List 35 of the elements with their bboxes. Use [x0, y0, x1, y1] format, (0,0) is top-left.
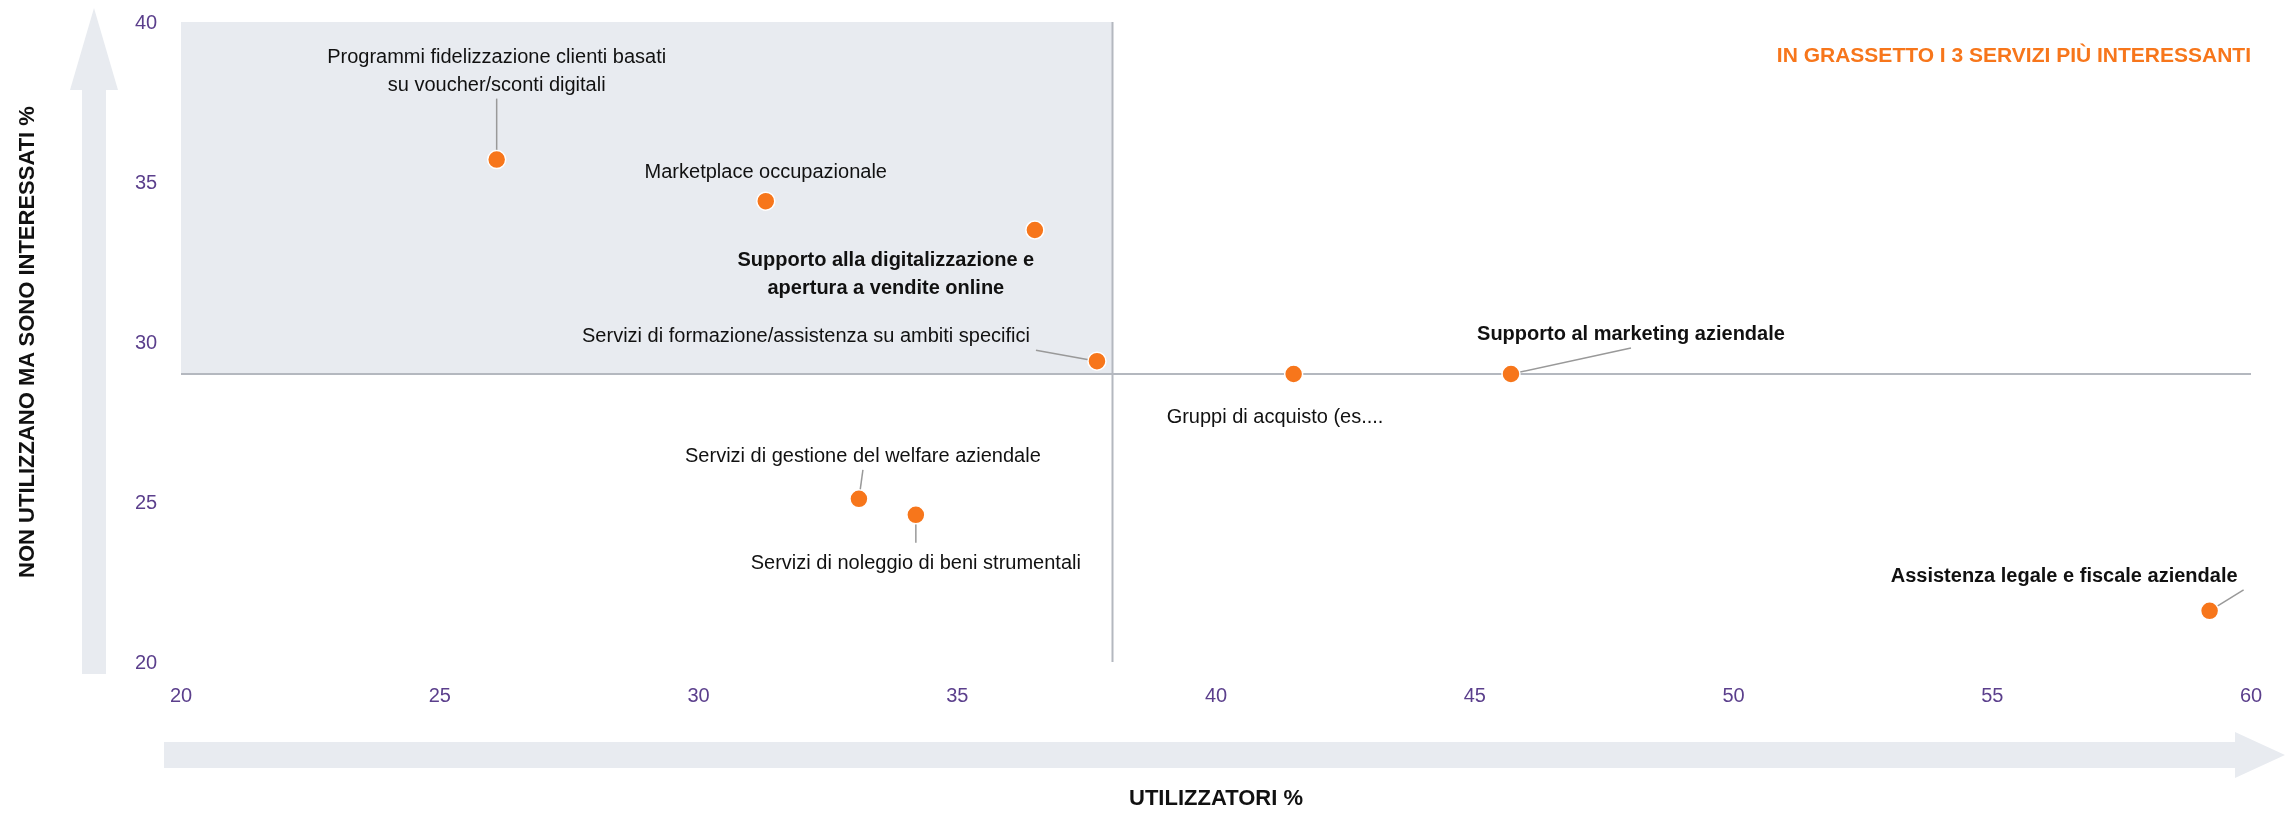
annotation: Gruppi di acquisto (es.... [1166, 405, 1384, 427]
y-axis-title: NON UTILIZZANO MA SONO INTERESSATI % [14, 106, 39, 578]
x-tick-label: 25 [428, 684, 451, 706]
annotation: Assistenza legale e fiscale aziendale [1890, 563, 2238, 586]
y-tick-label: 40 [134, 11, 158, 33]
x-tick-label: 40 [1204, 684, 1228, 706]
annotation: Servizi di gestione del welfare aziendale [685, 443, 1041, 466]
point [756, 191, 776, 211]
point [906, 505, 926, 525]
annotation: Servizi di noleggio di beni strumentali [750, 550, 1081, 573]
point [1087, 351, 1107, 371]
annotation: Programmi fidelizzazione clienti basati su voucher/sconti digitali [327, 44, 667, 95]
point [1283, 364, 1304, 384]
annotation: Supporto alla digitalizzazione e apertura a vendite online [737, 248, 1035, 298]
annotation: Marketplace occupazionale [644, 160, 887, 183]
point [486, 149, 507, 170]
x-tick-label: 60 [2239, 684, 2263, 706]
y-tick-label: 20 [134, 651, 158, 673]
x-axis-title: UTILIZZATORI % [1129, 785, 1303, 810]
x-tick-label: 55 [1981, 684, 2004, 706]
x-tick-label: 45 [1463, 684, 1486, 706]
point [849, 489, 869, 509]
x-tick-label: 35 [946, 684, 969, 706]
annotation: Servizi di formazione/assistenza su ambiti specifici [582, 324, 1030, 347]
x-tick-label: 20 [169, 684, 193, 706]
x-tick-label: 30 [687, 684, 710, 706]
annotation: IN GRASSETTO I 3 SERVIZI PIÙ INTERESSANTI [1776, 43, 2251, 66]
annotation: Supporto al marketing aziendale [1477, 322, 1785, 344]
y-tick-label: 25 [134, 491, 158, 513]
point [1501, 364, 1521, 384]
point [2199, 601, 2220, 621]
y-tick-label: 30 [134, 331, 158, 353]
y-tick-label: 35 [134, 171, 158, 193]
point [1025, 220, 1045, 240]
x-tick-label: 50 [1722, 684, 1745, 706]
